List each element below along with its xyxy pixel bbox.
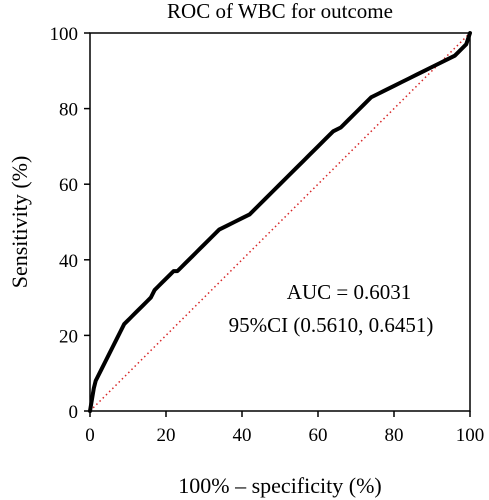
reference-line [89,32,471,412]
roc-curve [88,31,472,413]
y-tick-label: 100 [50,24,79,45]
x-axis-ticks: 0 20 40 60 80 100 [85,411,484,446]
y-tick-label: 80 [59,100,78,121]
x-tick-label: 100 [456,425,485,446]
x-tick-label: 20 [157,425,176,446]
ci-annotation: 95%CI (0.5610, 0.6451) [229,313,434,337]
x-tick-label: 80 [385,425,404,446]
y-tick-label: 0 [69,402,79,423]
y-tick-label: 20 [59,326,78,347]
x-tick-label: 40 [233,425,252,446]
chart-title: ROC of WBC for outcome [167,0,393,23]
y-axis-ticks: 0 20 40 60 80 100 [50,24,90,423]
y-tick-label: 60 [59,175,78,196]
plot-frame [89,32,471,412]
y-axis-title: Sensitivity (%) [7,156,32,289]
y-tick-label: 40 [59,251,78,272]
x-tick-label: 0 [85,425,95,446]
auc-annotation: AUC = 0.6031 [287,280,411,304]
x-tick-label: 60 [309,425,328,446]
x-axis-title: 100% – specificity (%) [178,473,381,498]
